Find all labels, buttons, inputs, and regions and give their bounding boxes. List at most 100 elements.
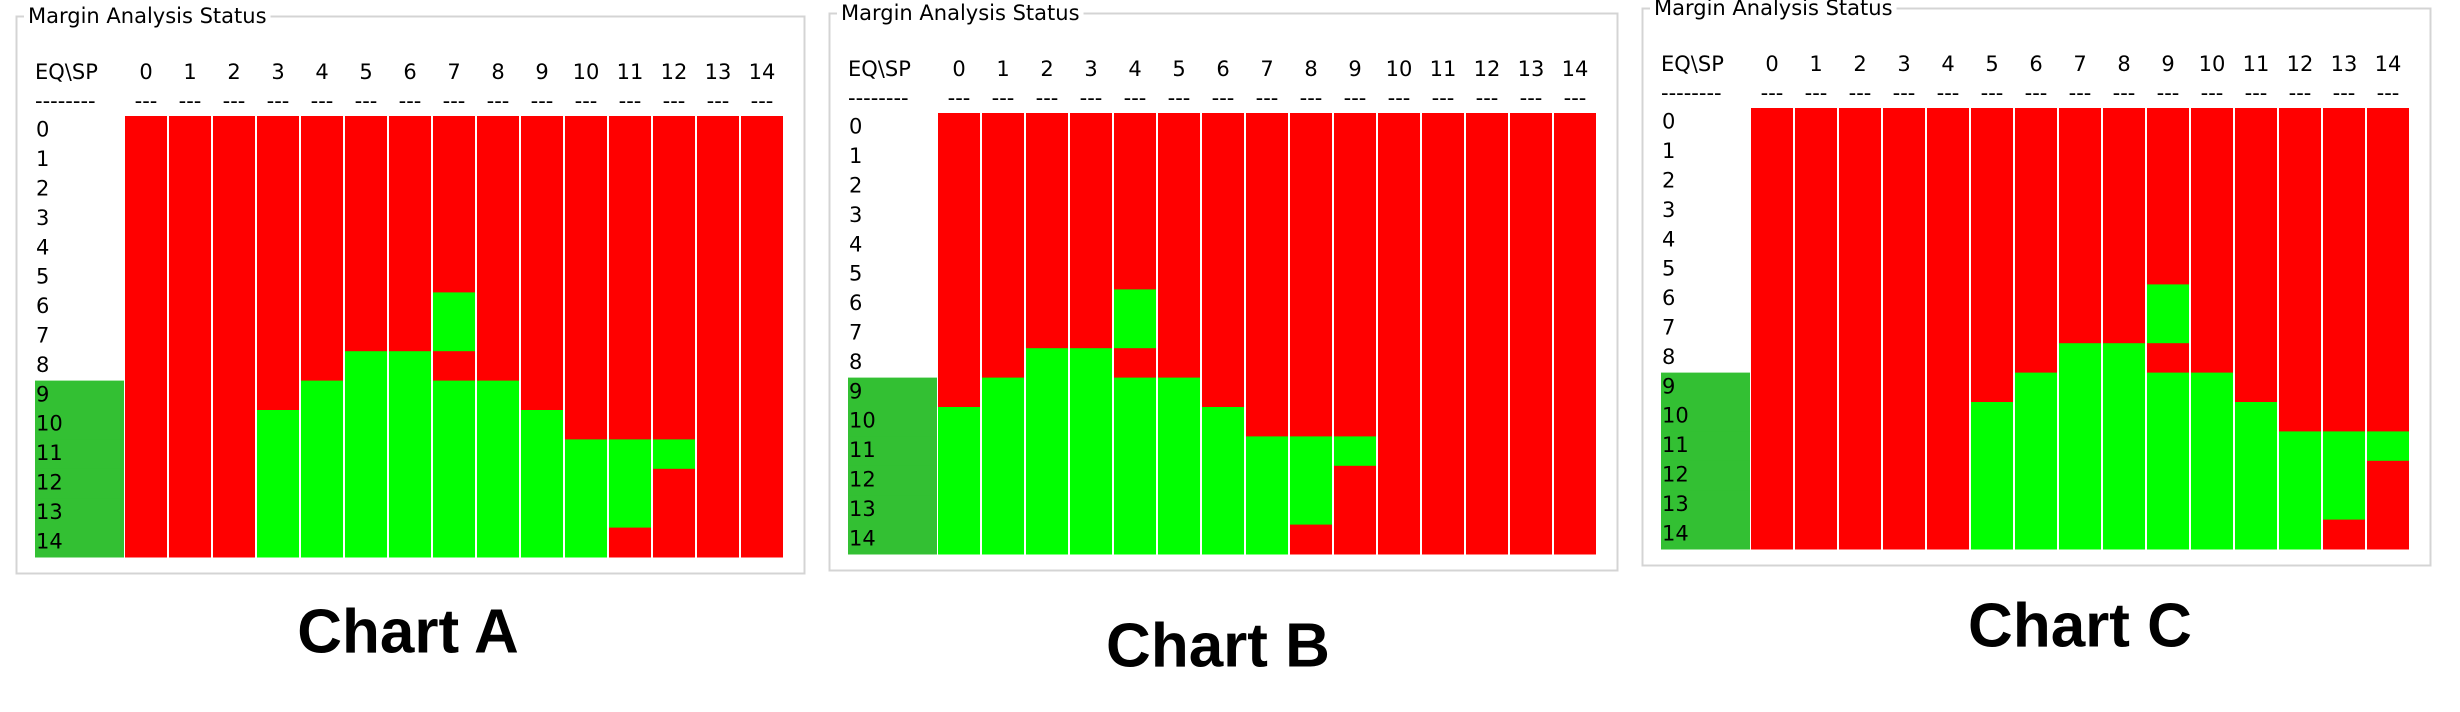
status-cell <box>169 116 211 146</box>
status-cell <box>1422 171 1464 202</box>
status-cell <box>1334 289 1376 320</box>
status-cell <box>301 116 343 146</box>
column-rule: --- <box>1520 86 1543 110</box>
status-cell <box>1927 313 1969 344</box>
status-cell <box>2323 225 2365 256</box>
row-label: 14 <box>36 529 63 553</box>
status-cell <box>1026 436 1068 467</box>
column-label: 11 <box>2243 52 2270 76</box>
column-label: 9 <box>535 60 548 84</box>
status-cell <box>609 204 651 235</box>
row-label: 0 <box>36 118 49 142</box>
status-cell <box>345 351 387 382</box>
status-cell <box>2059 460 2101 491</box>
status-cell <box>1927 431 1969 462</box>
status-cell <box>1927 519 1969 550</box>
status-cell <box>2323 108 2365 138</box>
status-cell <box>345 263 387 293</box>
status-cell <box>1246 230 1288 261</box>
row-label-bg <box>35 351 124 382</box>
row-label: 13 <box>1662 492 1689 516</box>
column-label: 4 <box>1941 52 1954 76</box>
row-label: 9 <box>1662 374 1675 398</box>
status-cell <box>653 233 695 264</box>
status-cell <box>1114 407 1156 437</box>
status-cell <box>653 116 695 146</box>
row-label-bg <box>1661 137 1750 168</box>
status-cell <box>1510 260 1552 290</box>
status-cell <box>653 351 695 382</box>
status-cell <box>1751 313 1793 344</box>
status-cell <box>2235 519 2277 550</box>
status-cell <box>301 498 343 529</box>
status-cell <box>1114 142 1156 173</box>
status-cell <box>2279 490 2321 521</box>
status-cell <box>213 263 255 293</box>
status-cell <box>1158 289 1200 320</box>
status-cell <box>1927 460 1969 491</box>
status-cell <box>1026 377 1068 408</box>
panel-frame <box>15 15 806 575</box>
status-cell <box>1026 113 1068 143</box>
column-label: 5 <box>359 60 372 84</box>
status-cell <box>2103 343 2145 374</box>
status-cell <box>1466 407 1508 437</box>
status-cell <box>1510 142 1552 173</box>
column-rule: --- <box>1849 81 1872 105</box>
status-cell <box>2323 460 2365 491</box>
status-cell <box>1378 436 1420 467</box>
row-label: 14 <box>1662 521 1689 545</box>
column-label: 3 <box>271 60 284 84</box>
status-cell <box>1202 230 1244 261</box>
status-cell <box>982 465 1024 496</box>
status-cell <box>1114 524 1156 555</box>
status-cell <box>2015 372 2057 403</box>
status-cell <box>1070 377 1112 408</box>
status-cell <box>257 439 299 470</box>
column-label: 2 <box>227 60 240 84</box>
status-cell <box>345 116 387 146</box>
status-cell <box>1971 255 2013 285</box>
row-label: 1 <box>1662 139 1675 163</box>
status-cell <box>2191 490 2233 521</box>
status-cell <box>1751 196 1793 227</box>
row-label-bg <box>35 380 124 411</box>
status-cell <box>1422 495 1464 526</box>
status-cell <box>257 263 299 293</box>
status-cell <box>521 527 563 558</box>
status-cell <box>1466 348 1508 379</box>
status-cell <box>1466 436 1508 467</box>
status-cell <box>1751 460 1793 491</box>
status-cell <box>301 439 343 470</box>
status-cell <box>301 527 343 558</box>
status-cell <box>1751 255 1793 285</box>
status-cell <box>982 348 1024 379</box>
row-label-bg <box>35 468 124 499</box>
status-cell <box>1795 490 1837 521</box>
status-cell <box>2367 431 2409 462</box>
status-cell <box>2103 402 2145 432</box>
column-label: 2 <box>1853 52 1866 76</box>
status-cell <box>169 410 211 440</box>
status-cell <box>2191 519 2233 550</box>
status-cell <box>257 321 299 352</box>
status-cell <box>521 321 563 352</box>
status-cell <box>1158 142 1200 173</box>
row-label-bg <box>848 260 937 290</box>
status-cell <box>521 233 563 264</box>
row-label: 7 <box>1662 316 1675 340</box>
status-cell <box>1290 171 1332 202</box>
status-cell <box>2059 372 2101 403</box>
status-cell <box>213 439 255 470</box>
status-cell <box>1751 343 1793 374</box>
status-cell <box>1554 171 1596 202</box>
status-cell <box>1290 495 1332 526</box>
status-cell <box>1466 495 1508 526</box>
status-cell <box>565 116 607 146</box>
status-cell <box>1290 524 1332 555</box>
status-cell <box>1554 142 1596 173</box>
column-rule: --- <box>1564 86 1587 110</box>
status-cell <box>1795 431 1837 462</box>
column-rule: --- <box>135 89 158 113</box>
status-cell <box>741 292 783 323</box>
